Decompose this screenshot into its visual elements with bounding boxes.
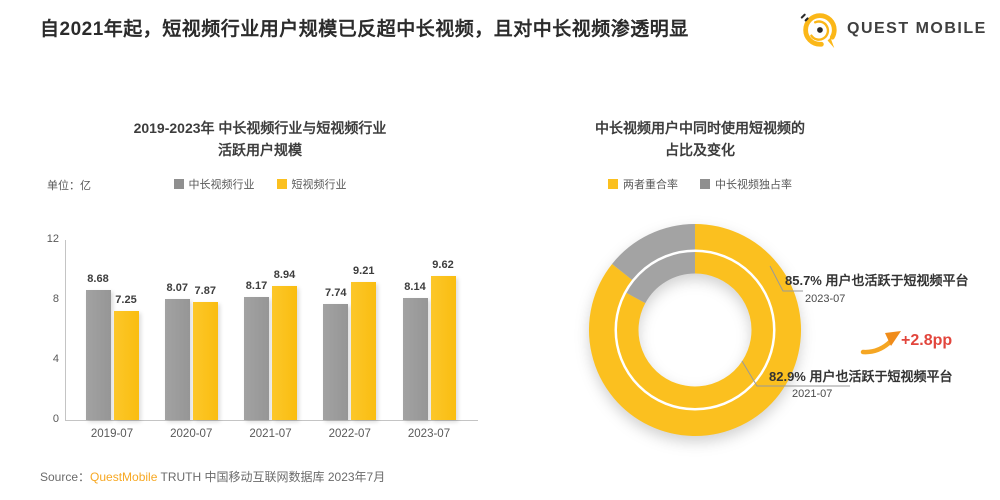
x-axis-label: 2019-07 bbox=[90, 428, 134, 440]
bar-短视频行业-2021-07 bbox=[272, 285, 297, 420]
bar-中长视频行业-2023-07 bbox=[402, 297, 428, 420]
legend-swatch-yellow bbox=[276, 179, 287, 189]
donut-outer-exclusive-segment bbox=[612, 224, 696, 281]
legend-swatch-gray bbox=[173, 179, 184, 189]
source-rest: TRUTH 中国移动互联网数据库 2023年7月 bbox=[157, 470, 386, 484]
bar-chart-legend: 中长视频行业 短视频行业 bbox=[40, 176, 480, 192]
bar-value-label: 8.14 bbox=[404, 280, 426, 293]
annotation-2023-label: 85.7% 用户也活跃于短视频平台 bbox=[785, 273, 969, 288]
growth-arrow-icon bbox=[860, 331, 901, 355]
bar-value-label: 8.68 bbox=[87, 272, 109, 285]
bar-value-label: 7.87 bbox=[194, 284, 216, 297]
x-axis-label: 2021-07 bbox=[249, 428, 292, 440]
source-brand: QuestMobile bbox=[90, 470, 158, 484]
legend-item-short-video: 短视频行业 bbox=[276, 176, 347, 192]
x-axis-label: 2020-07 bbox=[170, 428, 213, 440]
donut-chart-title: 中长视频用户中同时使用短视频的 占比及变化 bbox=[515, 118, 885, 161]
bar-value-label: 8.17 bbox=[245, 280, 268, 293]
source-line: Source：QuestMobile TRUTH 中国移动互联网数据库 2023… bbox=[40, 468, 385, 485]
bar-value-label: 7.74 bbox=[325, 286, 347, 299]
bar-chart-title-line1: 2019-2023年 中长视频行业与短视频行业 bbox=[133, 120, 387, 136]
bar-中长视频行业-2021-07 bbox=[244, 297, 269, 420]
legend-label: 中长视频独占率 bbox=[715, 179, 792, 191]
bar-短视频行业-2020-07 bbox=[192, 301, 218, 420]
questmobile-logo-icon bbox=[800, 13, 837, 49]
donut-ring-separator bbox=[614, 249, 776, 411]
legend-item-overlap-rate: 两者重合率 bbox=[608, 176, 678, 192]
change-value-label: +2.8pp bbox=[901, 332, 953, 349]
bar-chart-title-line2: 活跃用户规模 bbox=[218, 141, 302, 158]
bar-value-label: 8.07 bbox=[166, 281, 188, 294]
x-axis-label: 2022-07 bbox=[328, 428, 371, 440]
donut-inner-exclusive-segment bbox=[625, 251, 696, 304]
y-axis-label: 12 bbox=[46, 233, 59, 245]
donut-inner-overlap-segment bbox=[616, 251, 774, 409]
annotation-2023-period: 2023-07 bbox=[805, 293, 846, 305]
questmobile-logo: QUEST MOBILE bbox=[798, 8, 987, 50]
bar-短视频行业-2019-07 bbox=[113, 311, 139, 420]
y-axis-label: 0 bbox=[52, 413, 59, 425]
bar-chart-title: 2019-2023年 中长视频行业与短视频行业 活跃用户规模 bbox=[40, 118, 480, 161]
donut-chart-title-line1: 中长视频用户中同时使用短视频的 bbox=[595, 120, 805, 136]
bar-value-label: 9.62 bbox=[432, 258, 454, 271]
source-prefix: Source： bbox=[40, 470, 91, 484]
bar-value-label: 9.21 bbox=[353, 264, 375, 277]
bar-value-label: 8.94 bbox=[273, 268, 296, 281]
legend-label: 两者重合率 bbox=[623, 179, 678, 191]
donut-chart-legend: 两者重合率 中长视频独占率 bbox=[515, 176, 885, 192]
annotation-2021-label: 82.9% 用户也活跃于短视频平台 bbox=[769, 369, 953, 384]
y-axis-label: 4 bbox=[52, 353, 59, 365]
bar-chart: 0 4 8 12 8.68 7.25 2019-07 8.07 7.87 2020-07 8.17 8… bbox=[47, 233, 478, 440]
bar-中长视频行业-2020-07 bbox=[164, 298, 190, 420]
y-axis-label: 8 bbox=[52, 293, 59, 305]
x-axis-label: 2023-07 bbox=[407, 428, 451, 440]
page-title: 自2021年起，短视频行业用户规模已反超中长视频，且对中长视频渗透明显 bbox=[40, 19, 689, 40]
bar-短视频行业-2023-07 bbox=[430, 275, 456, 420]
donut-outer-overlap-segment bbox=[589, 224, 801, 436]
donut-chart bbox=[589, 224, 801, 436]
annotation-2021-period: 2021-07 bbox=[792, 388, 833, 400]
legend-item-midlong-video: 中长视频行业 bbox=[173, 176, 255, 192]
bar-短视频行业-2022-07 bbox=[351, 281, 377, 420]
legend-label: 短视频行业 bbox=[291, 179, 347, 191]
unit-label: 单位：亿 bbox=[47, 180, 91, 192]
legend-label: 中长视频行业 bbox=[188, 179, 255, 191]
questmobile-logo-text: QUEST MOBILE bbox=[847, 20, 987, 37]
legend-item-exclusive-rate: 中长视频独占率 bbox=[700, 176, 792, 192]
bar-中长视频行业-2022-07 bbox=[323, 303, 349, 420]
legend-swatch-yellow bbox=[608, 179, 618, 189]
donut-chart-title-line2: 占比及变化 bbox=[665, 141, 735, 158]
legend-swatch-gray bbox=[700, 179, 710, 189]
bar-value-label: 7.25 bbox=[115, 294, 137, 307]
bar-中长视频行业-2019-07 bbox=[85, 289, 111, 420]
